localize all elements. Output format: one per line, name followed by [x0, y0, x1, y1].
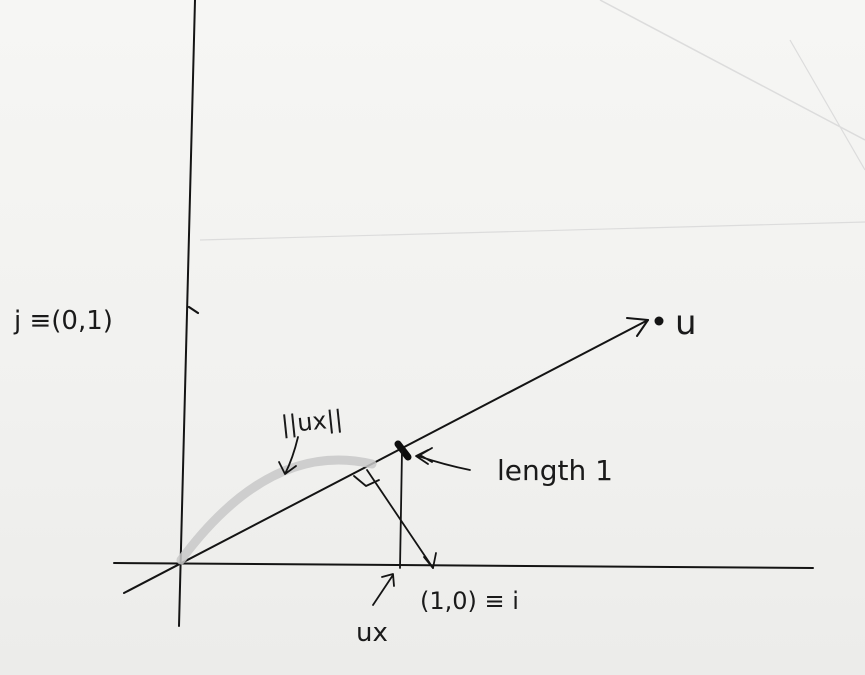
norm-highlight-arc: [176, 455, 377, 565]
length-arrow: [415, 447, 471, 471]
background-faint-lines: [199, 0, 865, 241]
u-arrowhead: [626, 317, 649, 337]
u-label: u: [675, 303, 697, 343]
u-point: [654, 316, 664, 326]
ux-arrow: [372, 573, 395, 606]
unit-mark: [394, 440, 412, 461]
u-direction-line: [123, 319, 649, 594]
perpendicular-arrowhead: [423, 552, 437, 569]
right-angle-mark: [353, 475, 380, 487]
length-label: length 1: [497, 454, 613, 487]
x-axis: [113, 562, 814, 569]
y-axis: [178, 0, 196, 627]
norm-arrow: [278, 436, 299, 475]
j-tick: [187, 305, 200, 315]
perpendicular-line: [366, 469, 434, 569]
ux-label: ux: [356, 618, 388, 648]
i-axis-label: (1,0) ≡ i: [420, 587, 519, 615]
vertical-drop-line: [399, 450, 403, 569]
j-axis-label: j ≡(0,1): [13, 306, 113, 336]
norm-label: ||ux||: [280, 405, 344, 439]
